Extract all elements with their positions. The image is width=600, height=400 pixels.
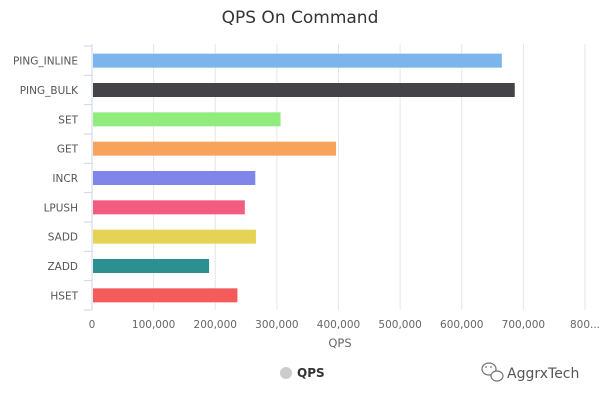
bar-set[interactable] [93,112,281,127]
chart-title: QPS On Command [222,8,379,28]
category-label: PING_BULK [20,85,79,97]
bar-ping-bulk[interactable] [93,83,515,97]
bar-ping-inline[interactable] [93,53,502,68]
bars [93,53,515,303]
x-tick-label: 200,000 [194,319,237,331]
category-label: INCR [52,173,78,185]
wechat-icon [481,362,504,382]
bar-get[interactable] [93,141,337,156]
bar-zadd[interactable] [93,259,210,273]
x-tick-labels: 0 100,000 200,000 300,000 400,000 500,000 600,… [89,319,600,331]
x-tick-label: 500,000 [378,319,421,331]
category-label: SADD [48,232,78,244]
x-tick-label: 0 [89,319,96,331]
x-tick-label: 600,000 [440,319,483,331]
x-tick-label: 700,000 [502,319,545,331]
bar-lpush[interactable] [93,200,245,215]
legend-label: QPS [297,366,325,380]
bar-hset[interactable] [93,288,238,303]
category-label: PING_INLINE [13,56,78,68]
x-tick-label: 400,000 [317,319,360,331]
x-tick-label: 800... [570,319,600,331]
bar-sadd[interactable] [93,229,256,244]
watermark: AggrxTech [481,362,579,382]
x-tick-label: 100,000 [132,319,175,331]
category-label: SET [58,114,78,126]
watermark-text: AggrxTech [507,366,579,382]
legend-marker [280,367,292,379]
category-labels: PING_INLINE PING_BULK SET GET INCR LPUSH SADD Z… [13,45,92,311]
bar-incr[interactable] [93,171,256,185]
category-label: GET [57,144,79,156]
category-label: ZADD [47,261,78,273]
category-label: LPUSH [44,202,78,214]
category-label: HSET [50,290,78,302]
x-axis-title: QPS [328,336,351,350]
x-tick-label: 300,000 [255,319,298,331]
legend[interactable]: QPS [280,366,325,380]
